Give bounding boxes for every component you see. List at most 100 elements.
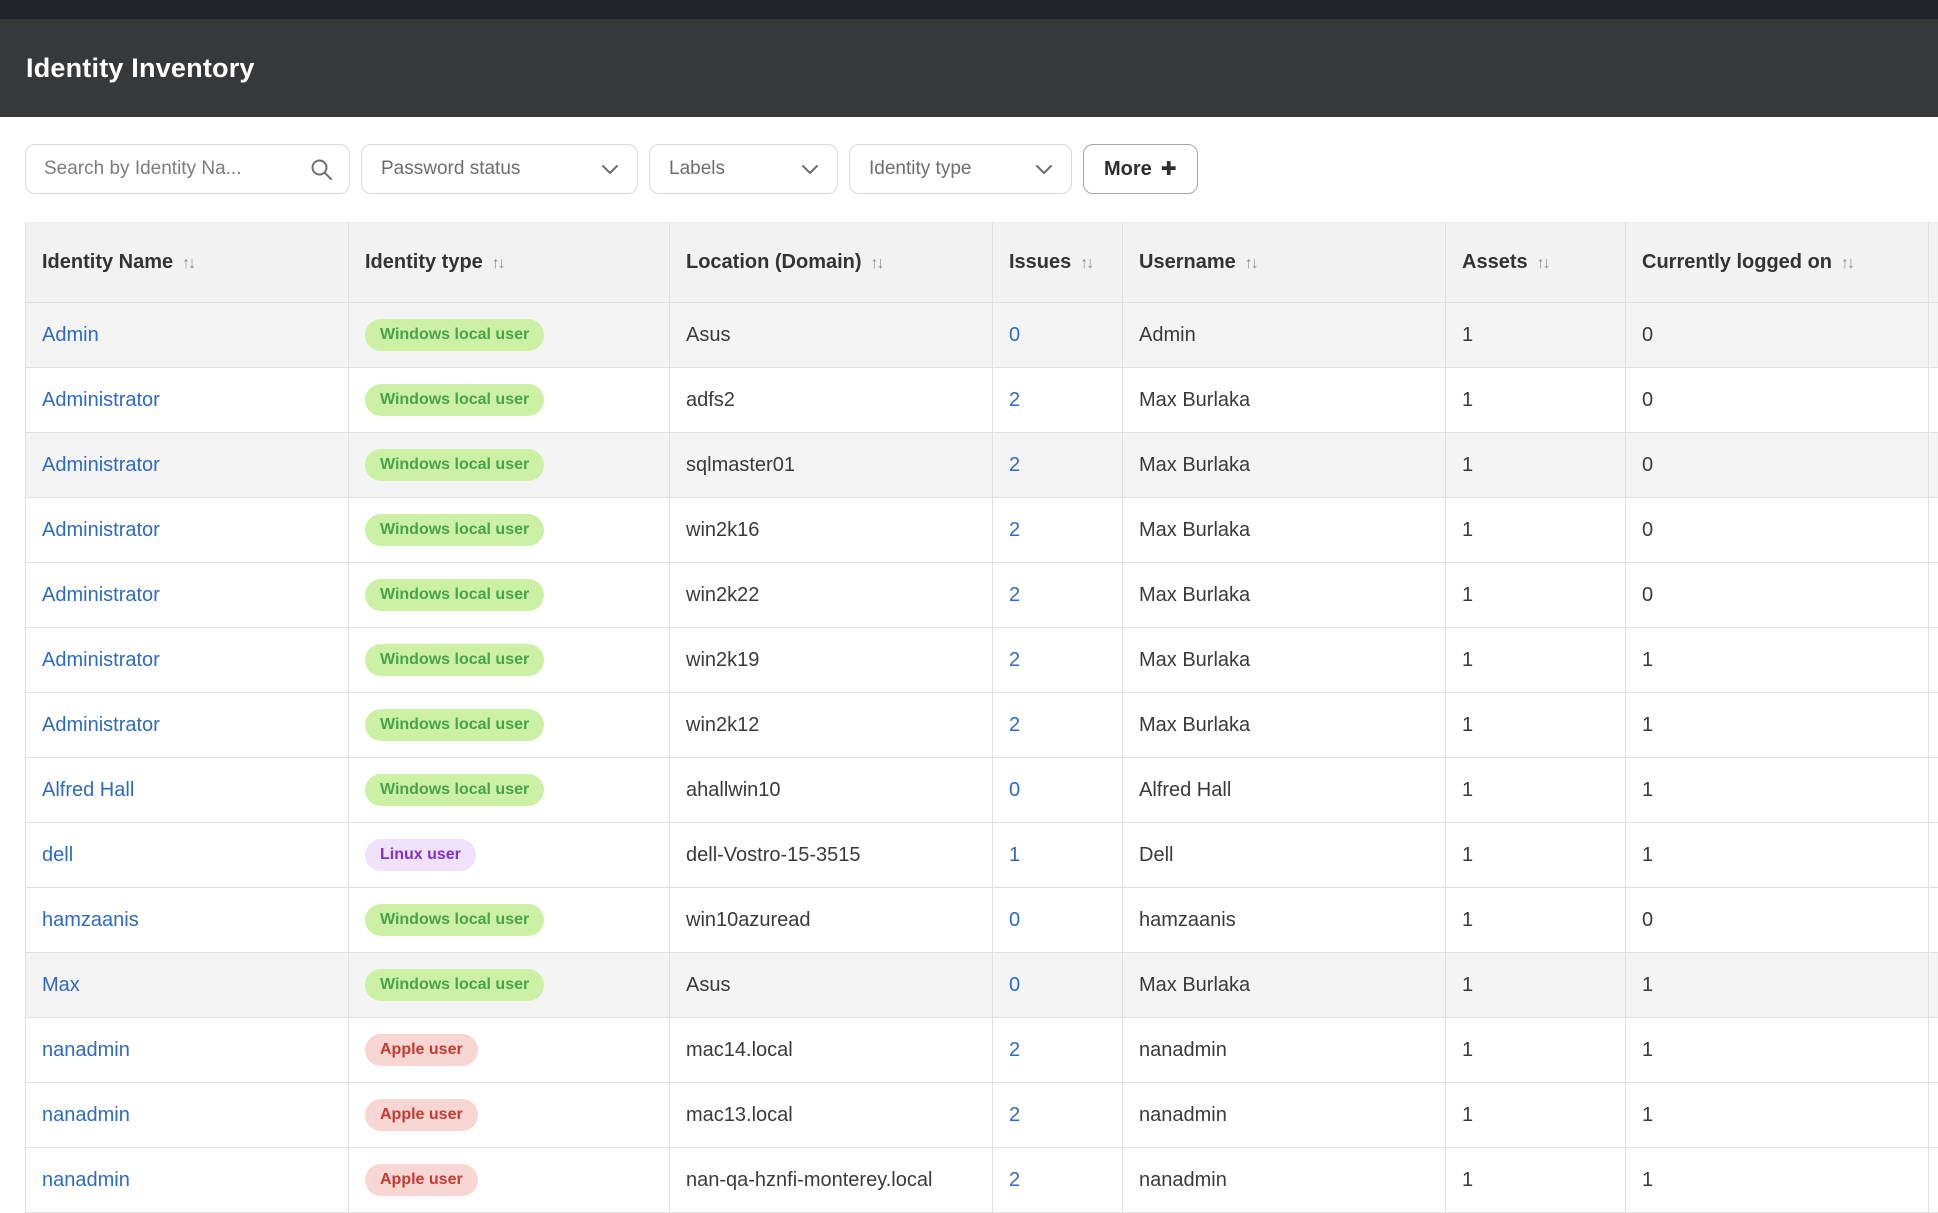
chevron-down-icon	[1035, 163, 1053, 175]
username-cell: Max Burlaka	[1123, 433, 1446, 498]
location-cell: win2k19	[670, 628, 993, 693]
username-cell: Admin	[1123, 303, 1446, 368]
logged-on-cell: 0	[1626, 563, 1929, 628]
identity-name-link[interactable]: Administrator	[42, 454, 160, 476]
more-button-label: More	[1104, 158, 1152, 181]
issues-link[interactable]: 0	[1009, 324, 1020, 346]
identity-name-link[interactable]: nanadmin	[42, 1169, 130, 1191]
logged-on-cell: 0	[1626, 498, 1929, 563]
issues-link[interactable]: 2	[1009, 389, 1020, 411]
identity-name-link[interactable]: Alfred Hall	[42, 779, 134, 801]
overflow-cell	[1929, 628, 1938, 693]
identity-name-link[interactable]: dell	[42, 844, 73, 866]
logged-on-cell: 1	[1626, 823, 1929, 888]
identity-name-link[interactable]: Administrator	[42, 584, 160, 606]
table-row: Administrator Windows local user adfs2 2…	[26, 368, 1938, 433]
column-header[interactable]: Location (Domain)↑↓	[670, 223, 993, 303]
identity-name-link[interactable]: Max	[42, 974, 80, 996]
username-cell: Max Burlaka	[1123, 953, 1446, 1018]
username-cell: nanadmin	[1123, 1018, 1446, 1083]
issues-link[interactable]: 2	[1009, 519, 1020, 541]
identity-type-badge: Windows local user	[365, 384, 544, 416]
identity-type-badge: Windows local user	[365, 579, 544, 611]
assets-cell: 1	[1446, 888, 1626, 953]
table-row: Administrator Windows local user win2k16…	[26, 498, 1938, 563]
assets-cell: 1	[1446, 628, 1626, 693]
column-header[interactable]: Username↑↓	[1123, 223, 1446, 303]
overflow-cell	[1929, 563, 1938, 628]
overflow-column-header	[1929, 223, 1938, 303]
search-input[interactable]	[26, 158, 310, 180]
issues-link[interactable]: 0	[1009, 909, 1020, 931]
location-cell: dell-Vostro-15-3515	[670, 823, 993, 888]
column-header[interactable]: Issues↑↓	[993, 223, 1123, 303]
issues-link[interactable]: 2	[1009, 454, 1020, 476]
assets-cell: 1	[1446, 303, 1626, 368]
issues-link[interactable]: 0	[1009, 779, 1020, 801]
column-header[interactable]: Identity type↑↓	[349, 223, 670, 303]
location-cell: win2k16	[670, 498, 993, 563]
column-header[interactable]: Assets↑↓	[1446, 223, 1626, 303]
sort-icon: ↑↓	[1537, 255, 1549, 272]
username-cell: nanadmin	[1123, 1083, 1446, 1148]
location-cell: win2k22	[670, 563, 993, 628]
identity-table-wrapper: Identity Name↑↓ Identity type↑↓ Location…	[25, 222, 1938, 1213]
location-cell: mac13.local	[670, 1083, 993, 1148]
assets-cell: 1	[1446, 498, 1626, 563]
overflow-cell	[1929, 368, 1938, 433]
location-cell: sqlmaster01	[670, 433, 993, 498]
logged-on-cell: 1	[1626, 628, 1929, 693]
overflow-cell	[1929, 888, 1938, 953]
assets-cell: 1	[1446, 1148, 1626, 1213]
identity-name-link[interactable]: nanadmin	[42, 1039, 130, 1061]
issues-link[interactable]: 2	[1009, 584, 1020, 606]
identity-name-link[interactable]: Administrator	[42, 519, 160, 541]
overflow-cell	[1929, 1083, 1938, 1148]
labels-dropdown[interactable]: Labels	[649, 144, 838, 194]
column-header[interactable]: Identity Name↑↓	[26, 223, 349, 303]
identity-name-link[interactable]: nanadmin	[42, 1104, 130, 1126]
identity-name-link[interactable]: Administrator	[42, 714, 160, 736]
table-row: dell Linux user dell-Vostro-15-3515 1 De…	[26, 823, 1938, 888]
assets-cell: 1	[1446, 693, 1626, 758]
issues-link[interactable]: 2	[1009, 1169, 1020, 1191]
issues-link[interactable]: 2	[1009, 714, 1020, 736]
identity-type-dropdown[interactable]: Identity type	[849, 144, 1072, 194]
table-row: nanadmin Apple user mac14.local 2 nanadm…	[26, 1018, 1938, 1083]
username-cell: Max Burlaka	[1123, 628, 1446, 693]
issues-link[interactable]: 2	[1009, 1104, 1020, 1126]
logged-on-cell: 1	[1626, 1018, 1929, 1083]
assets-cell: 1	[1446, 823, 1626, 888]
table-row: Administrator Windows local user win2k22…	[26, 563, 1938, 628]
identity-name-link[interactable]: Admin	[42, 324, 99, 346]
issues-link[interactable]: 2	[1009, 649, 1020, 671]
password-status-dropdown[interactable]: Password status	[361, 144, 638, 194]
overflow-cell	[1929, 953, 1938, 1018]
identity-name-link[interactable]: Administrator	[42, 389, 160, 411]
logged-on-cell: 1	[1626, 1148, 1929, 1213]
table-header-row: Identity Name↑↓ Identity type↑↓ Location…	[26, 223, 1938, 303]
assets-cell: 1	[1446, 758, 1626, 823]
identity-type-badge: Windows local user	[365, 709, 544, 741]
logged-on-cell: 1	[1626, 758, 1929, 823]
issues-link[interactable]: 2	[1009, 1039, 1020, 1061]
username-cell: Max Burlaka	[1123, 693, 1446, 758]
search-box[interactable]	[25, 144, 350, 194]
dropdown-label: Labels	[669, 158, 725, 180]
identity-name-link[interactable]: Administrator	[42, 649, 160, 671]
username-cell: nanadmin	[1123, 1148, 1446, 1213]
table-row: nanadmin Apple user mac13.local 2 nanadm…	[26, 1083, 1938, 1148]
issues-link[interactable]: 1	[1009, 844, 1020, 866]
assets-cell: 1	[1446, 368, 1626, 433]
sort-icon: ↑↓	[1841, 255, 1853, 272]
dropdown-label: Password status	[381, 158, 520, 180]
more-filters-button[interactable]: More ✚	[1083, 144, 1198, 194]
identity-name-link[interactable]: hamzaanis	[42, 909, 139, 931]
column-header[interactable]: Currently logged on↑↓	[1626, 223, 1929, 303]
logged-on-cell: 0	[1626, 368, 1929, 433]
logged-on-cell: 1	[1626, 693, 1929, 758]
search-icon[interactable]	[310, 158, 333, 181]
username-cell: Max Burlaka	[1123, 368, 1446, 433]
issues-link[interactable]: 0	[1009, 974, 1020, 996]
identity-type-badge: Linux user	[365, 839, 476, 871]
